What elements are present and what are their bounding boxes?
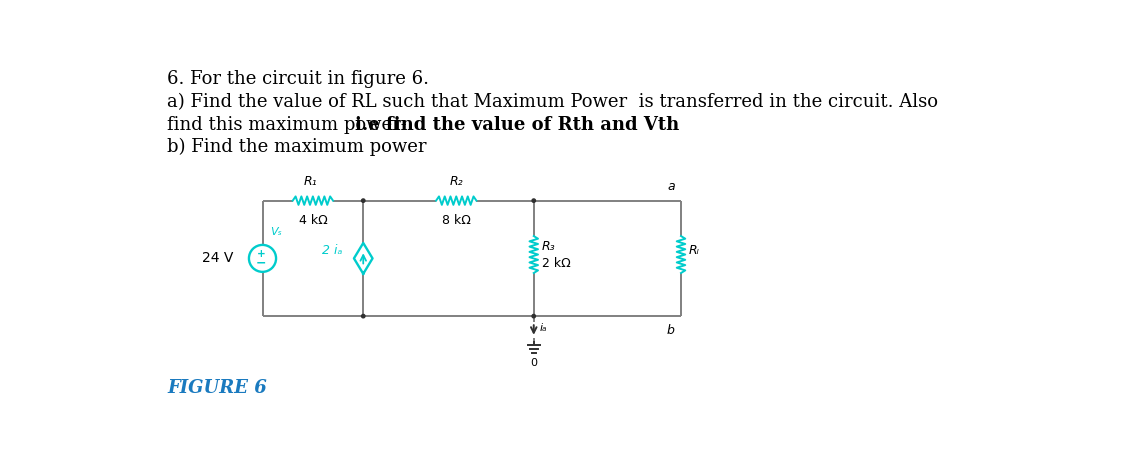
Text: 2 kΩ: 2 kΩ (541, 257, 571, 270)
Text: +: + (256, 249, 265, 259)
Text: 2 iₐ: 2 iₐ (322, 244, 343, 257)
Text: Rₗ: Rₗ (689, 244, 699, 257)
Text: R₂: R₂ (450, 175, 464, 187)
Text: 0: 0 (531, 358, 538, 368)
Text: R₁: R₁ (304, 175, 318, 187)
Circle shape (532, 314, 535, 318)
Text: b) Find the maximum power: b) Find the maximum power (167, 137, 427, 156)
Text: R₃: R₃ (541, 240, 555, 253)
Text: FIGURE 6: FIGURE 6 (167, 379, 267, 397)
Text: i.e find the value of Rth and Vth: i.e find the value of Rth and Vth (354, 116, 679, 134)
Text: b: b (667, 324, 674, 337)
Text: find this maximum power-: find this maximum power- (167, 116, 412, 134)
Text: 24 V: 24 V (202, 252, 233, 265)
Circle shape (532, 199, 535, 202)
Text: a: a (667, 180, 674, 193)
Text: 4 kΩ: 4 kΩ (298, 214, 327, 228)
Circle shape (361, 314, 364, 318)
Text: iₐ: iₐ (540, 323, 548, 333)
Circle shape (361, 199, 364, 202)
Text: a) Find the value of RL such that Maximum Power  is transferred in the circuit. : a) Find the value of RL such that Maximu… (167, 93, 939, 111)
Text: Vₛ: Vₛ (270, 227, 282, 237)
Text: 6. For the circuit in figure 6.: 6. For the circuit in figure 6. (167, 70, 429, 88)
Text: −: − (255, 256, 267, 270)
Text: 8 kΩ: 8 kΩ (442, 214, 470, 228)
